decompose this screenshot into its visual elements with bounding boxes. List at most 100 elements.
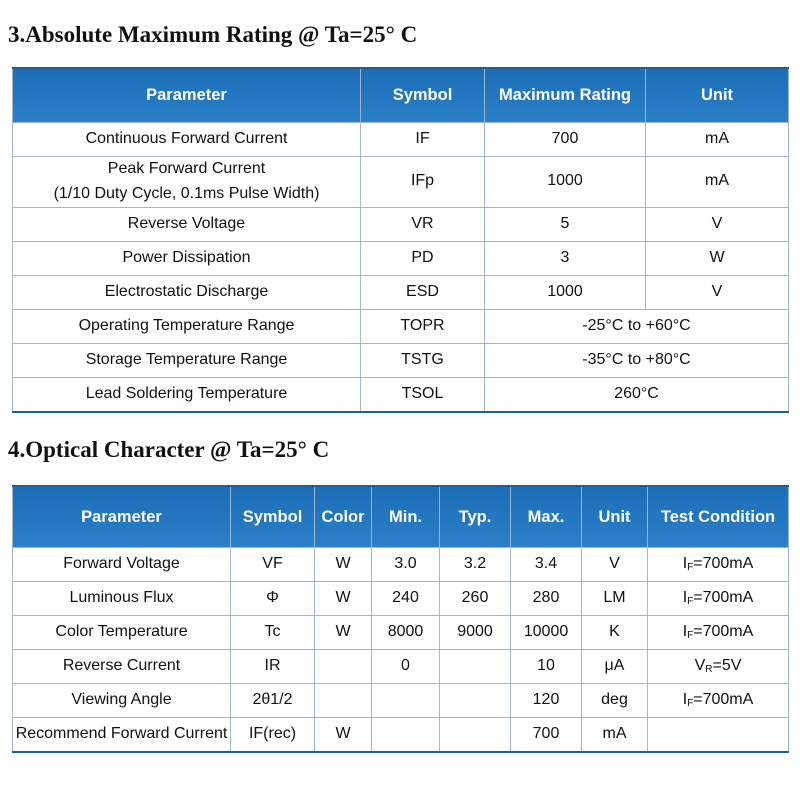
header-row: Parameter Symbol Maximum Rating Unit <box>12 67 789 123</box>
cell-text: 1000 <box>547 172 583 190</box>
cell-text: V <box>609 555 620 573</box>
cell-text: IF=700mA <box>683 691 754 710</box>
cell: Reverse Current <box>12 649 231 684</box>
cell: 700 <box>510 717 582 753</box>
cell: IF=700mA <box>647 683 789 718</box>
header-cell: Parameter <box>12 485 231 548</box>
cell: IF=700mA <box>647 615 789 650</box>
cell-text: Power Dissipation <box>122 248 251 266</box>
cell: 3.4 <box>510 547 582 582</box>
cell-text: Viewing Angle <box>71 691 172 709</box>
cell <box>314 683 372 718</box>
row: Luminous Flux Φ W 240 260 280 LM IF=700mA <box>12 581 789 616</box>
cell-text: W <box>335 589 351 607</box>
rating-table: Parameter Symbol Maximum Rating Unit Continu… <box>12 67 789 413</box>
cell: K <box>581 615 648 650</box>
cell-text: VR <box>411 214 434 232</box>
cell: IF <box>360 122 485 157</box>
row: Viewing Angle 2θ1/2 120 deg IF=700mA <box>12 683 789 718</box>
cell: -25°C to +60°C <box>484 308 789 344</box>
cell: 0 <box>371 649 440 684</box>
cell-text: 3.2 <box>463 555 487 573</box>
cell: IF=700mA <box>647 581 789 616</box>
row: Operating Temperature Range TOPR -25°C to … <box>12 308 789 344</box>
cell-text: (1/10 Duty Cycle, 0.1ms Pulse Width) <box>53 184 320 202</box>
cell: 280 <box>510 581 582 616</box>
cell-text: Operating Temperature Range <box>78 316 295 334</box>
cell-text: Continuous Forward Current <box>85 130 288 148</box>
cell: W <box>314 717 372 753</box>
cell: V <box>645 206 789 242</box>
cell <box>371 683 440 718</box>
cell-text: W <box>335 623 351 641</box>
cell: Peak Forward Current (1/10 Duty Cycle, 0.… <box>12 156 361 208</box>
cell: Φ <box>230 581 315 616</box>
cell <box>647 717 789 753</box>
row: Continuous Forward Current IF 700 mA <box>12 122 789 157</box>
cell-text: Reverse Voltage <box>127 214 246 232</box>
header-cell: Symbol <box>230 485 315 548</box>
cell-text: 9000 <box>457 623 493 641</box>
text-base: I <box>682 555 688 573</box>
text-subscript: F <box>687 698 694 710</box>
cell: W <box>314 547 372 582</box>
text-subscript: F <box>687 562 694 574</box>
cell: 260 <box>439 581 511 616</box>
cell: LM <box>581 581 648 616</box>
row: Reverse Voltage VR 5 V <box>12 206 789 242</box>
cell-text: -35°C to +80°C <box>582 350 691 368</box>
cell-text: Φ <box>266 589 279 607</box>
row: Electrostatic Discharge ESD 1000 V <box>12 274 789 310</box>
cell: Reverse Voltage <box>12 206 361 242</box>
text-base: I <box>682 589 688 607</box>
header-cell: Maximum Rating <box>484 67 646 123</box>
cell: 1000 <box>484 274 646 310</box>
text-base: V <box>694 657 706 675</box>
cell-text: IF=700mA <box>682 589 754 607</box>
cell: IF(rec) <box>230 717 315 753</box>
cell-text: IF=700mA <box>682 555 754 574</box>
cell-text: V <box>711 282 723 300</box>
cell: IR <box>230 649 315 684</box>
cell: VR=5V <box>647 649 789 684</box>
cell: W <box>314 615 372 650</box>
header-row: Parameter Symbol Color Min. Typ. Max. Unit Test… <box>12 485 789 548</box>
cell: Lead Soldering Temperature <box>12 376 361 413</box>
text-subscript: R <box>705 664 713 676</box>
cell-text: μA <box>604 657 625 675</box>
cell: 2θ1/2 <box>230 683 315 718</box>
row: Forward Voltage VF W 3.0 3.2 3.4 V IF=700mA <box>12 547 789 582</box>
text-subscript: F <box>687 630 694 642</box>
cell-text: 10 <box>537 657 555 675</box>
cell: 3.2 <box>439 547 511 582</box>
cell: TSOL <box>360 376 485 413</box>
cell-text: deg <box>601 691 628 709</box>
optical-table: Parameter Symbol Color Min. Typ. Max. Unit Test… <box>12 485 789 753</box>
cell-text: IF=700mA <box>683 623 754 642</box>
header-cell: Min. <box>371 485 440 548</box>
cell: TOPR <box>360 308 485 344</box>
cell: Color Temperature <box>12 615 231 650</box>
cell-text: IF <box>415 130 430 148</box>
cell: IFp <box>360 156 485 208</box>
cell: 240 <box>371 581 440 616</box>
cell-text: mA <box>705 172 729 190</box>
cell-text: ESD <box>406 282 439 300</box>
cell-text: IF(rec) <box>248 725 297 743</box>
cell-text: IFp <box>410 172 435 190</box>
row: Lead Soldering Temperature TSOL 260°C <box>12 376 789 413</box>
header-cell: Color <box>314 485 372 548</box>
cell-text: W <box>709 248 725 266</box>
cell-text: W <box>335 555 351 573</box>
cell-text: Storage Temperature Range <box>85 350 288 368</box>
cell-text: TSOL <box>401 384 444 402</box>
cell-text: 240 <box>392 589 419 607</box>
cell: 120 <box>510 683 582 718</box>
cell-text: mA <box>602 725 627 743</box>
cell: PD <box>360 240 485 276</box>
text-rest: =700mA <box>693 623 754 641</box>
cell: 260°C <box>484 376 789 413</box>
cell: deg <box>581 683 648 718</box>
cell-text: Forward Voltage <box>63 555 180 573</box>
cell <box>439 717 511 753</box>
